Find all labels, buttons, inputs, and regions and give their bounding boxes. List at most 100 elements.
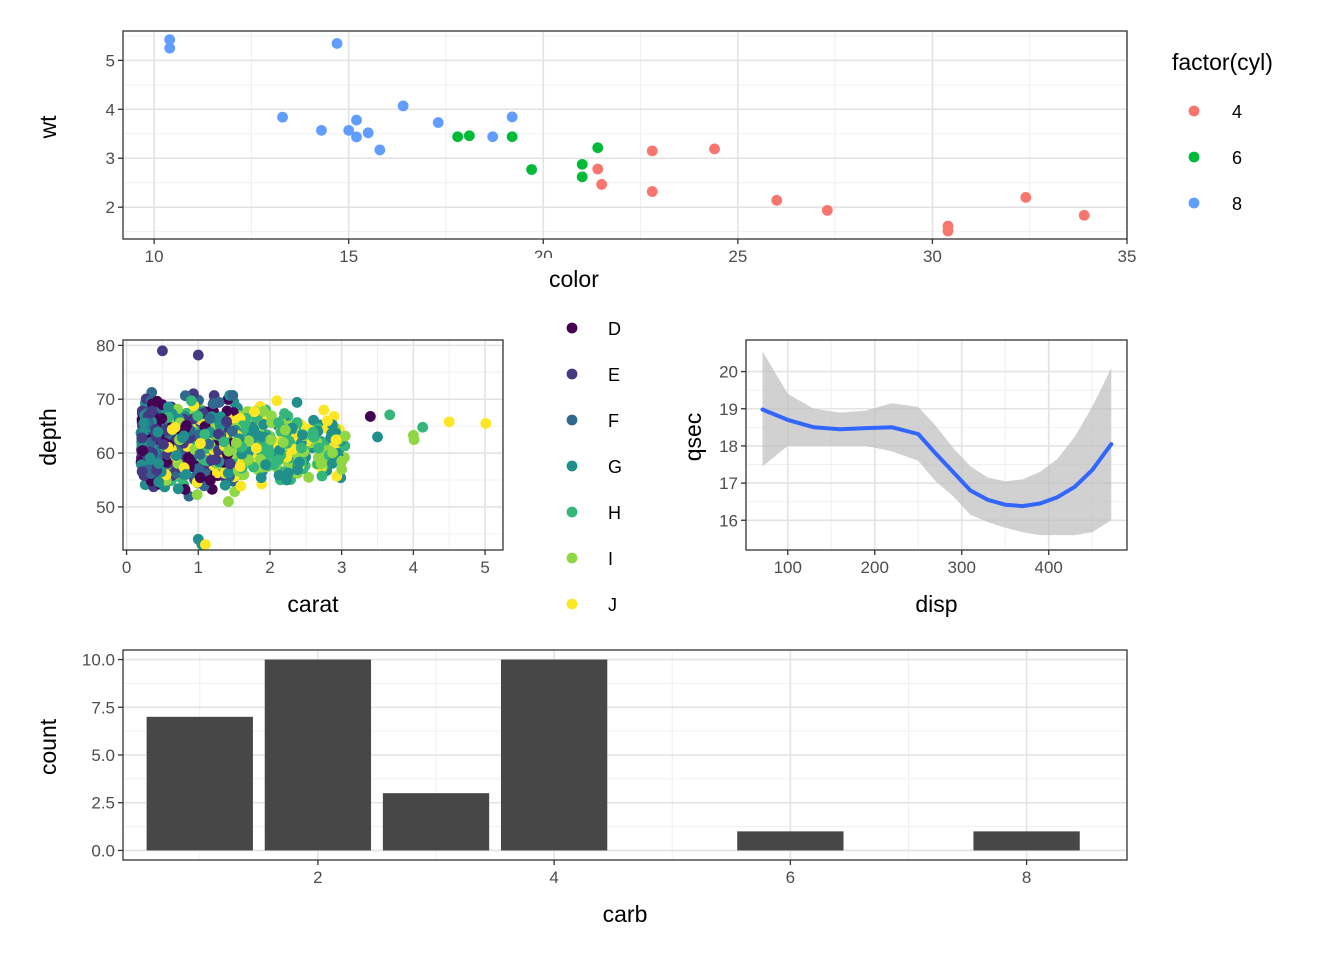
point-diamond bbox=[234, 461, 246, 472]
point-cyl-4 bbox=[821, 204, 833, 216]
point-diamond bbox=[183, 452, 194, 464]
point-diamond bbox=[153, 458, 165, 469]
bar-carb-4 bbox=[500, 659, 608, 851]
p3-y-axis-title: qsec bbox=[680, 413, 706, 462]
legend-color-label-D: D bbox=[608, 319, 621, 339]
point-diamond bbox=[172, 483, 184, 495]
p1-x-tick-label: 25 bbox=[728, 247, 747, 266]
p1-y-tick-label: 3 bbox=[106, 149, 115, 168]
point-diamond bbox=[204, 413, 216, 425]
point-diamond bbox=[297, 429, 308, 441]
point-diamond bbox=[136, 466, 148, 478]
p3-y-tick-label: 16 bbox=[719, 511, 738, 530]
point-cyl-6 bbox=[526, 164, 538, 175]
legend-color-key-H bbox=[566, 506, 578, 518]
point-diamond bbox=[192, 410, 204, 422]
p1-y-tick-label: 4 bbox=[106, 100, 115, 119]
point-cyl-6 bbox=[506, 131, 518, 143]
point-cyl-8 bbox=[432, 117, 444, 128]
p1-panel-border bbox=[122, 30, 1128, 240]
point-diamond bbox=[152, 426, 164, 438]
point-diamond bbox=[204, 474, 216, 486]
point-diamond bbox=[213, 428, 224, 440]
point-diamond bbox=[279, 424, 291, 436]
point-diamond bbox=[136, 432, 148, 444]
p4-y-tick-label: 5.0 bbox=[91, 746, 115, 765]
p1-y-axis-title: wt bbox=[35, 115, 61, 140]
p2-x-tick-label: 3 bbox=[337, 558, 346, 577]
point-diamond-outlier bbox=[321, 415, 333, 427]
p1-y-tick-label: 5 bbox=[106, 51, 115, 70]
p3-y-tick-label: 20 bbox=[719, 363, 738, 382]
legend-cyl-label-6: 6 bbox=[1232, 148, 1242, 168]
point-diamond bbox=[315, 458, 327, 470]
point-diamond bbox=[230, 437, 242, 449]
point-diamond bbox=[178, 430, 190, 442]
point-diamond bbox=[203, 438, 215, 450]
bar-carb-2 bbox=[264, 659, 372, 851]
point-cyl-8 bbox=[506, 111, 518, 123]
point-diamond bbox=[227, 389, 239, 401]
point-diamond bbox=[235, 480, 247, 492]
p3-x-tick-label: 400 bbox=[1035, 558, 1063, 577]
point-cyl-6 bbox=[452, 131, 464, 143]
legend-color-key-D bbox=[566, 322, 578, 334]
point-diamond bbox=[185, 395, 197, 407]
point-cyl-4 bbox=[1020, 192, 1032, 203]
point-diamond bbox=[250, 442, 262, 454]
point-cyl-8 bbox=[164, 42, 176, 54]
point-diamond-outlier bbox=[480, 418, 492, 429]
legend-color-key-G bbox=[566, 460, 578, 472]
point-diamond-outlier bbox=[384, 409, 396, 421]
p2-y-tick-label: 80 bbox=[96, 336, 115, 355]
point-diamond bbox=[207, 398, 219, 410]
point-diamond-outlier bbox=[407, 429, 419, 441]
point-diamond bbox=[180, 468, 192, 480]
p2-x-tick-label: 5 bbox=[480, 558, 489, 577]
point-diamond bbox=[293, 456, 305, 468]
point-diamond bbox=[194, 472, 206, 484]
point-diamond bbox=[156, 413, 168, 424]
point-diamond-outlier bbox=[443, 416, 455, 428]
p3-x-axis-title: disp bbox=[915, 591, 957, 617]
p1-x-tick-label: 35 bbox=[1118, 247, 1137, 266]
legend-color-title: color bbox=[549, 266, 599, 292]
p2-x-tick-label: 4 bbox=[409, 558, 418, 577]
point-diamond bbox=[271, 395, 283, 407]
point-diamond bbox=[327, 447, 338, 459]
legend-color-label-F: F bbox=[608, 411, 619, 431]
point-diamond bbox=[144, 452, 156, 464]
point-diamond bbox=[218, 436, 230, 448]
legend-color-label-E: E bbox=[608, 365, 620, 385]
p2-x-tick-label: 2 bbox=[265, 558, 274, 577]
point-diamond bbox=[193, 463, 205, 474]
point-diamond bbox=[326, 457, 338, 469]
p3-smooth-layer bbox=[760, 351, 1114, 536]
point-cyl-6 bbox=[463, 130, 475, 142]
point-diamond bbox=[222, 467, 234, 479]
point-cyl-8 bbox=[351, 114, 362, 126]
point-diamond-outlier bbox=[364, 411, 376, 422]
point-cyl-4 bbox=[596, 179, 608, 190]
point-diamond bbox=[277, 436, 289, 448]
point-diamond-outlier bbox=[222, 496, 234, 507]
point-diamond bbox=[221, 415, 232, 427]
point-cyl-6 bbox=[576, 171, 588, 183]
p1-panel-background bbox=[123, 31, 1127, 239]
legend-cyl-key-8 bbox=[1188, 197, 1200, 209]
point-cyl-8 bbox=[374, 144, 386, 156]
p4-y-tick-label: 0.0 bbox=[91, 841, 115, 860]
p2-y-tick-label: 50 bbox=[96, 498, 115, 517]
legend-cyl-label-4: 4 bbox=[1232, 102, 1242, 122]
point-diamond bbox=[316, 470, 328, 482]
point-diamond bbox=[223, 445, 234, 457]
point-diamond bbox=[265, 434, 277, 446]
bar-carb-1 bbox=[146, 716, 253, 851]
point-cyl-8 bbox=[397, 100, 409, 112]
p2-y-axis-title: depth bbox=[35, 408, 61, 466]
point-diamond bbox=[158, 439, 169, 450]
legend-color-label-G: G bbox=[608, 457, 622, 477]
point-diamond bbox=[281, 470, 293, 481]
point-cyl-4 bbox=[1078, 209, 1090, 221]
p4-x-tick-label: 2 bbox=[313, 868, 322, 887]
